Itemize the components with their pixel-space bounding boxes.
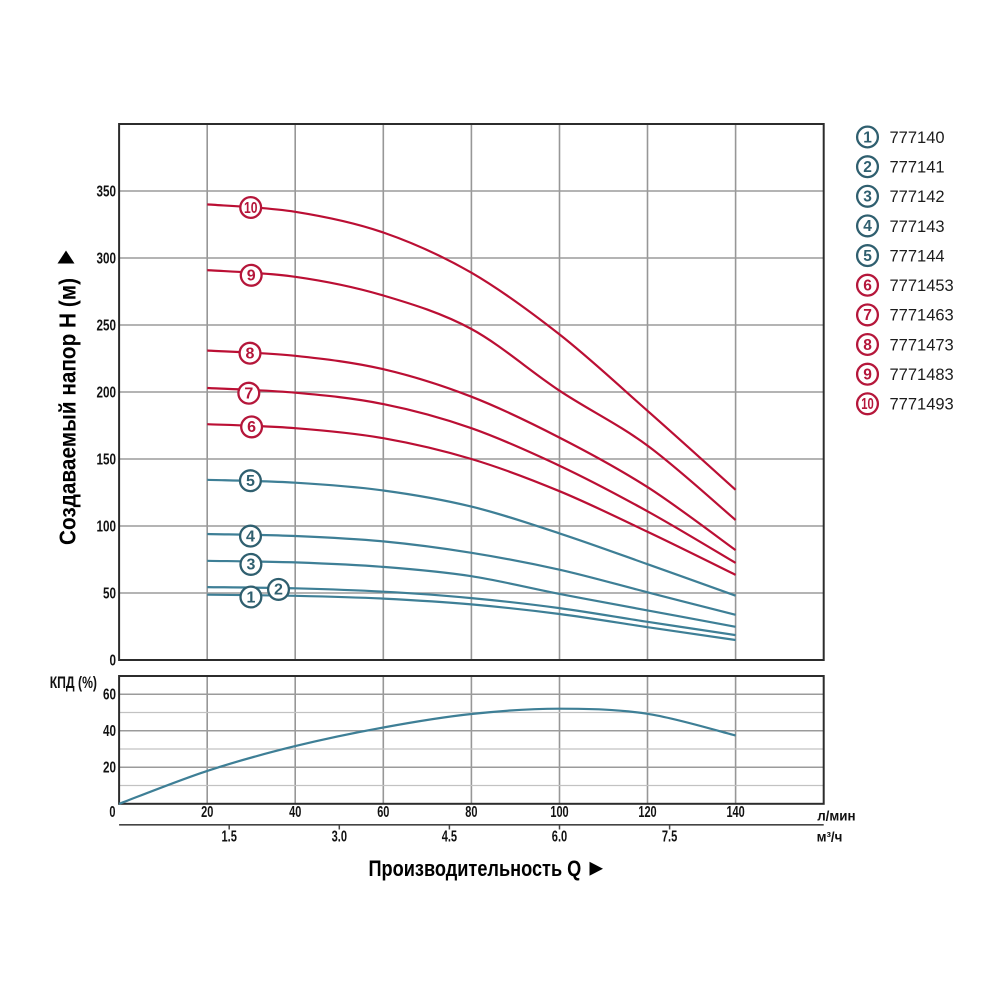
svg-text:777144: 777144 [890,247,945,265]
svg-text:7: 7 [244,386,253,403]
svg-text:80: 80 [465,804,477,821]
svg-text:4: 4 [863,218,872,235]
svg-text:60: 60 [103,687,116,704]
svg-text:7: 7 [863,307,872,324]
svg-text:350: 350 [97,183,117,200]
svg-text:0: 0 [109,804,115,821]
svg-text:Создаваемый напор H (м): Создаваемый напор H (м) [55,278,81,545]
svg-text:7771463: 7771463 [890,307,954,325]
svg-text:9: 9 [247,268,256,285]
svg-text:1: 1 [246,589,255,606]
svg-text:10: 10 [244,200,258,217]
svg-text:40: 40 [289,804,301,821]
svg-text:7771493: 7771493 [890,396,954,414]
svg-text:777141: 777141 [890,159,945,177]
svg-text:6.0: 6.0 [552,829,567,846]
svg-text:3: 3 [246,557,255,574]
svg-text:5: 5 [863,248,872,265]
svg-text:150: 150 [97,451,117,468]
svg-text:КПД (%): КПД (%) [50,674,97,692]
svg-text:6: 6 [247,419,256,436]
svg-text:20: 20 [103,760,116,777]
svg-text:777140: 777140 [890,129,945,147]
svg-text:3.0: 3.0 [332,829,347,846]
svg-text:1: 1 [863,129,872,146]
svg-text:7.5: 7.5 [662,829,677,846]
svg-text:0: 0 [110,652,117,669]
svg-text:10: 10 [861,396,874,413]
svg-text:6: 6 [863,278,872,295]
svg-text:777142: 777142 [890,188,945,206]
svg-text:20: 20 [201,804,213,821]
svg-text:3: 3 [863,189,872,206]
svg-text:140: 140 [726,804,744,821]
svg-text:100: 100 [550,804,568,821]
svg-text:1.5: 1.5 [222,829,237,846]
svg-text:8: 8 [863,337,872,354]
svg-text:Производительность Q: Производительность Q [369,856,582,881]
svg-text:8: 8 [246,346,255,363]
svg-text:7771473: 7771473 [890,336,954,354]
svg-text:7771453: 7771453 [890,277,954,295]
svg-text:л/мин: л/мин [817,808,855,824]
svg-text:4.5: 4.5 [442,829,457,846]
svg-text:120: 120 [638,804,656,821]
svg-text:4: 4 [246,528,255,545]
svg-text:м³/ч: м³/ч [817,829,843,845]
svg-text:50: 50 [103,585,116,602]
svg-text:250: 250 [97,317,117,334]
svg-text:5: 5 [246,473,255,490]
svg-text:2: 2 [863,159,872,176]
svg-text:300: 300 [97,250,117,267]
svg-text:100: 100 [97,518,117,535]
svg-text:7771483: 7771483 [890,366,954,384]
svg-text:9: 9 [863,367,872,384]
svg-text:777143: 777143 [890,218,945,236]
svg-text:40: 40 [103,723,116,740]
svg-text:200: 200 [97,384,117,401]
svg-text:60: 60 [377,804,389,821]
svg-text:2: 2 [274,582,283,599]
